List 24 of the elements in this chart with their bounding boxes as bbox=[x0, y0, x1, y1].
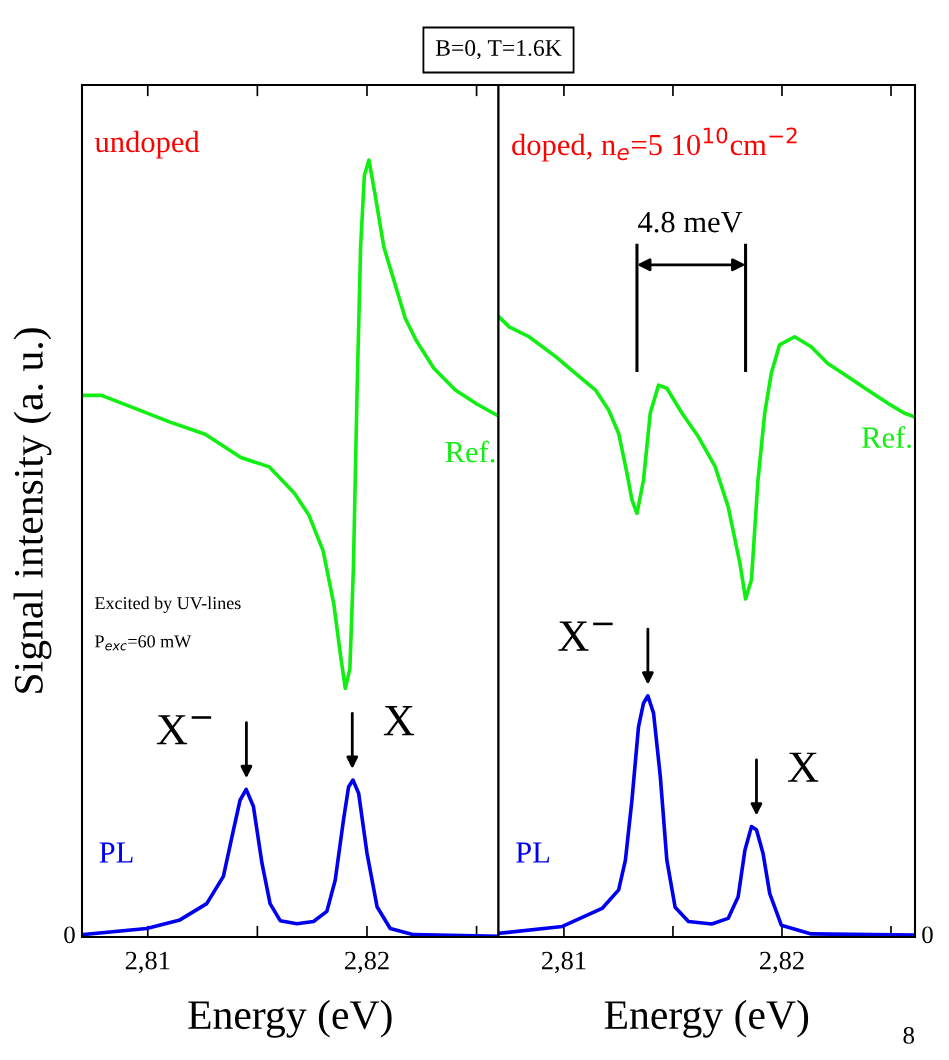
x-tick-label: 2,82 bbox=[345, 951, 389, 974]
annotation: X bbox=[383, 706, 415, 736]
annotation: P$_{exc}$=60 mW bbox=[95, 635, 192, 651]
text: 0 bbox=[922, 926, 933, 944]
annotation: X$^{−}$ bbox=[558, 621, 613, 651]
x-tick-label: 2,81 bbox=[125, 951, 170, 974]
annotation: Excited by UV-lines bbox=[95, 596, 241, 613]
x-tick-label: 2,82 bbox=[760, 951, 804, 974]
x-axis-title: Energy (eV) bbox=[188, 999, 392, 1038]
series-label: Ref. bbox=[862, 426, 911, 449]
y-axis-title: Signal intensity (a. u.) bbox=[13, 328, 52, 693]
annotation: X bbox=[788, 752, 819, 782]
series-label: Ref. bbox=[445, 440, 495, 463]
text: 4.8 meV bbox=[638, 211, 743, 233]
x-axis-title: Energy (eV) bbox=[604, 999, 809, 1038]
annotation: X$^{−}$ bbox=[156, 715, 212, 745]
chart-title: B=0, T=1.6K bbox=[435, 39, 562, 60]
x-tick-label: 2,81 bbox=[541, 951, 586, 974]
text: PL bbox=[516, 842, 549, 863]
text: undoped bbox=[94, 130, 200, 159]
text: PL bbox=[99, 842, 133, 863]
text: doped, n$_{e}$=5 10$^{10}$cm$^{−2}$ bbox=[512, 127, 797, 162]
text: 0 bbox=[64, 926, 75, 944]
text: 8 bbox=[903, 1026, 915, 1044]
